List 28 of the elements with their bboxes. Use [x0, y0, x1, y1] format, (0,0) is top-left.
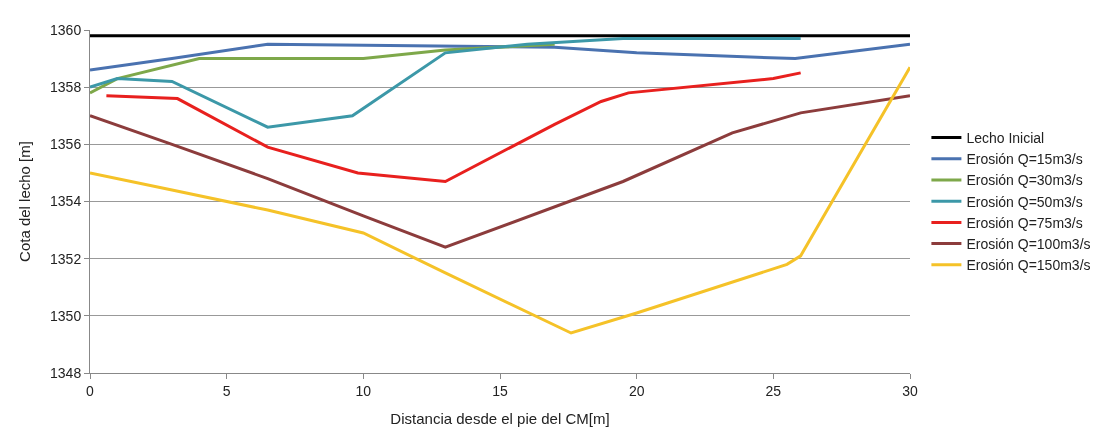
x-tick-label: 15: [492, 382, 508, 399]
y-axis-title: Cota del lecho [m]: [16, 141, 34, 262]
legend-label: Erosión Q=75m3/s: [966, 214, 1083, 231]
line-series: [90, 94, 910, 249]
y-tick-label: 1352: [50, 250, 82, 267]
x-tick-label: 10: [355, 382, 372, 399]
y-tick-label: 1348: [50, 364, 82, 381]
line-series: [104, 71, 803, 183]
legend-label: Lecho Inicial: [966, 130, 1045, 147]
x-tick-label: 20: [628, 382, 645, 399]
legend-label: Erosión Q=150m3/s: [966, 257, 1091, 274]
y-tick-label: 1350: [50, 307, 82, 324]
legend-label: Erosión Q=50m3/s: [966, 193, 1083, 210]
y-tick-label: 1354: [50, 193, 82, 210]
x-tick-label: 30: [902, 382, 918, 399]
line-series: [90, 42, 910, 72]
y-tick-label: 1356: [50, 136, 82, 153]
legend-label: Erosión Q=15m3/s: [966, 151, 1083, 168]
x-tick-label: 25: [765, 382, 782, 399]
legend-label: Erosión Q=30m3/s: [966, 172, 1083, 189]
line-series: [90, 65, 910, 335]
x-tick-label: 0: [86, 382, 95, 399]
x-axis-title: Distancia desde el pie del CM[m]: [390, 409, 610, 427]
y-tick-label: 1358: [50, 79, 82, 96]
x-tick-label: 5: [222, 382, 231, 399]
y-tick-label: 1360: [50, 21, 82, 38]
line-series: [90, 37, 803, 129]
legend-label: Erosión Q=100m3/s: [966, 236, 1091, 253]
